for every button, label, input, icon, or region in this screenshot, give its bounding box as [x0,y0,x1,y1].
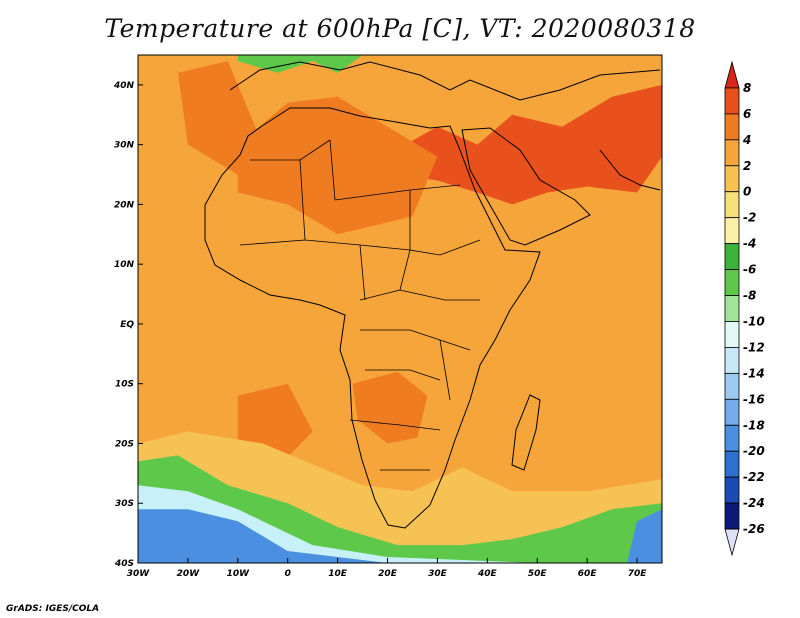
lat-tick-label: 40S [114,559,134,569]
colorbar-swatch [724,60,740,89]
colorbar-label: -2 [743,211,756,225]
colorbar-label: 6 [743,107,751,121]
colorbar-swatch [724,87,740,115]
colorbar-swatch [724,450,740,478]
colorbar-label: -20 [743,444,765,458]
coastline-outline [204,61,661,529]
colorbar-swatch [724,113,740,141]
lat-tick-label: 10N [114,260,135,270]
colorbar-label: 8 [743,81,751,95]
colorbar-label: 0 [743,185,751,199]
colorbar-label: -6 [743,263,756,277]
colorbar-swatch [724,528,740,557]
lon-tick-label: 70E [628,569,648,579]
colorbar-label: -22 [743,470,765,484]
colorbar-label: -24 [743,496,765,510]
colorbar-swatch [724,321,740,348]
field-region-cold-blue-east [627,509,662,563]
lat-tick-label: EQ [120,320,134,330]
colorbar-label: -26 [743,522,765,536]
colorbar: 8 6 4 2 0 -2 -4 -6 -8 -10 -12 -14 -16 -18 -20 -22 -24 -26 [724,60,765,557]
colorbar-swatch [724,347,740,374]
lat-tick-label: 20N [114,200,135,210]
colorbar-swatch [724,372,740,400]
colorbar-label: -12 [743,340,765,354]
grads-credit: GrADS: IGES/COLA [6,604,100,614]
page-title: Temperature at 600hPa [C], VT: 202008031… [104,14,696,43]
lat-tick-label: 30S [115,499,134,509]
madagascar-coastline [511,394,541,471]
colorbar-swatch [724,217,740,245]
colorbar-label: -10 [743,314,765,328]
country-borders [239,139,481,471]
lon-tick-label: 30W [127,569,151,579]
lat-tick-label: 40N [113,81,135,91]
colorbar-swatch [724,476,740,504]
field-region-warm-atlantic-north [177,61,258,175]
lon-tick-label: 40E [477,569,498,579]
colorbar-swatch [724,269,740,296]
lat-tick-label: 30N [114,141,135,151]
lon-tick-label: 30E [428,569,448,579]
colorbar-swatch [724,243,740,270]
field-region-warm-sahara [237,96,438,235]
colorbar-swatch [724,295,740,322]
field-region-cold-blue [138,509,388,563]
africa-coastline [204,107,541,529]
colorbar-swatch [724,165,740,193]
colorbar-swatch [724,139,740,167]
colorbar-swatch [724,424,740,452]
lon-tick-label: 50E [528,569,548,579]
lon-tick-label: 10E [328,569,348,579]
map-frame [137,54,663,564]
colorbar-label: 2 [743,159,751,173]
lon-tick-label: 20W [177,569,201,579]
lat-tick-label: 20S [115,439,134,449]
field-region-warm-southern-africa [352,371,428,444]
colorbar-swatch [724,398,740,426]
colorbar-label: -18 [743,418,765,432]
lon-tick-label: 0 [285,569,291,579]
colorbar-label: -16 [743,392,765,406]
europe-coastline [229,61,661,101]
temperature-field [138,55,662,563]
colorbar-swatch [724,502,740,530]
south-asia-coastline [599,149,661,191]
arabia-coastline [461,127,591,246]
lon-tick-label: 10W [227,569,251,579]
lon-tick-label: 20E [378,569,398,579]
colorbar-swatch [724,191,740,219]
colorbar-label: -4 [743,237,756,251]
lat-tick-label: 10S [115,380,134,390]
map-axes: 30W 20W 10W 0 10E 20E 30E 40E 50E 60E 70E 40N 30N 20N… [113,81,647,579]
colorbar-label: 4 [742,133,751,147]
colorbar-label: -14 [743,366,765,380]
lon-tick-label: 60E [578,569,598,579]
colorbar-label: -8 [743,289,756,303]
